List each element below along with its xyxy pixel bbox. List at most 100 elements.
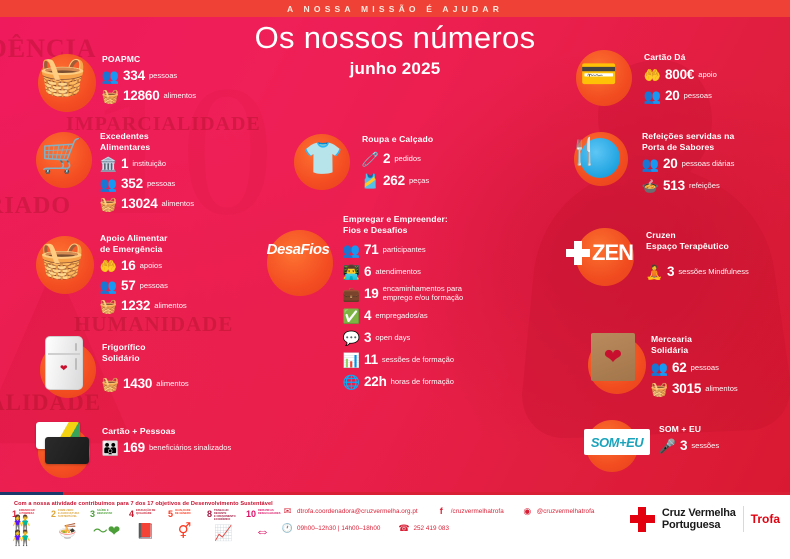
stat-value: 169: [123, 440, 145, 456]
helping-hands-icon: 🤲: [643, 67, 662, 84]
stat-value: 3015: [672, 381, 702, 397]
stat-rows: 👥 71 participantes 👨‍💻 6 atendimentos 💼 …: [343, 241, 463, 390]
fruit-basket-icon: 🧺: [39, 239, 85, 280]
stat-unit: pessoas: [690, 362, 719, 372]
stat-unit: pessoas: [683, 90, 712, 100]
stat-value: 513: [663, 178, 685, 194]
check-circle-icon: ✅: [342, 307, 361, 324]
stat-row: 📊 11 sessões de formação: [343, 351, 463, 368]
stat-row: 👥 20 pessoas diárias: [642, 155, 735, 172]
instagram-icon: ◉: [523, 506, 532, 516]
sdg-number: 4: [129, 509, 135, 519]
sdg-label: FOME ZERO E AGRICULTURA SUSTENTÁVEL: [58, 509, 80, 518]
stat-value: 13024: [121, 196, 158, 212]
footer: Com a nossa atividade contribuímos para …: [0, 492, 790, 559]
stat-row: 🧺 3015 alimentos: [651, 380, 738, 397]
card-empregar-empreender: DesaFios Empregar e Empreender: Fios e D…: [265, 214, 515, 390]
hand-holding-card-icon: 💳: [580, 58, 618, 91]
stat-rows: 🤲 16 apoios 👥 57 pessoas 🧺 1232 alimento…: [100, 257, 187, 314]
card-refeicoes-porta-sabores: 🍴 Refeições servidas na Porta de Sabores…: [558, 128, 788, 194]
sdg-label: IGUALDADE DE GÉNERO: [175, 509, 191, 515]
sdg-number: 3: [90, 509, 96, 519]
som-eu-logo: SOM+EU: [582, 418, 652, 466]
stat-unit: encaminhamentos para emprego e/ou formaç…: [382, 284, 464, 302]
helping-hands-icon: 🤲: [99, 257, 118, 274]
stat-unit: participantes: [382, 244, 426, 254]
stat-row: 👥 57 pessoas: [100, 277, 187, 294]
meditation-icon: 🧘: [645, 263, 664, 280]
picnic-basket-icon: 🧺: [39, 56, 87, 98]
stat-rows: 🤲 800€ apoio 👥 20 pessoas: [644, 67, 717, 105]
card-excedentes-alimentares: 🛒 Excedentes Alimentares 🏛️ 1 instituiçã…: [30, 128, 245, 212]
shopping-basket-icon: 🛒: [40, 137, 84, 175]
speech-person-icon: 💬: [342, 329, 361, 346]
stat-row: 🍲 513 refeições: [642, 177, 734, 194]
contact-phone[interactable]: ☎ 252 419 083: [398, 523, 449, 534]
contact-hours: 🕐 09h00–12h30 | 14h00–18h00: [282, 523, 380, 534]
stat-value: 12860: [123, 88, 160, 104]
contact-facebook[interactable]: f /cruzvermelhatrofa: [436, 506, 504, 517]
card-title: POAPMC: [102, 54, 141, 64]
stat-unit: pessoas: [139, 280, 168, 290]
stat-unit: pessoas diárias: [681, 158, 735, 168]
phone-icon: ☎: [398, 523, 410, 533]
sdg-label: EDUCAÇÃO DE QUALIDADE: [136, 509, 156, 515]
contact-email[interactable]: ✉ dtrofa.coordenadora@cruzvermelha.org.p…: [282, 506, 418, 517]
stat-row: 👥 71 participantes: [343, 241, 463, 258]
card-cruzen-espaco-terapeutico: ZEN Cruzen Espaço Terapêutico 🧘 3 sessõe…: [558, 224, 788, 286]
food-crate-icon: 🧺: [101, 375, 120, 392]
card-title: Excedentes Alimentares: [100, 131, 151, 152]
stat-value: 1: [121, 156, 129, 172]
sdg-label: TRABALHO DECENTE E CRESCIMENTO ECONÓMICO: [214, 509, 236, 521]
soup-bowl-icon: 🍲: [641, 177, 660, 194]
red-cross-icon: [629, 506, 655, 532]
stat-unit: horas de formação: [390, 376, 454, 386]
stat-value: 71: [364, 242, 379, 258]
stat-value: 16: [121, 258, 136, 274]
stat-row: 👥 352 pessoas: [100, 175, 194, 192]
stat-row: 👥 62 pessoas: [651, 359, 738, 376]
stat-unit: atendimentos: [375, 266, 421, 276]
red-cross-icon: [565, 240, 591, 266]
stat-value: 22h: [364, 374, 387, 390]
sdg-item: 8 TRABALHO DECENTE E CRESCIMENTO ECONÓMI…: [207, 509, 240, 544]
stat-unit: peças: [408, 175, 430, 185]
title-block: Os nossos números junho 2025: [0, 21, 790, 79]
food-crate-icon: 🧺: [650, 380, 669, 397]
footer-top-rule: [0, 492, 790, 495]
sdg-label: ERRADICAR A POBREZA: [19, 509, 35, 515]
desafios-logo: DesaFios: [265, 214, 339, 262]
sdg-item: 3 SAÚDE E BEM-ESTAR 〜❤: [90, 509, 123, 544]
stat-rows: 🏛️ 1 instituição 👥 352 pessoas 🧺 13024 a…: [100, 155, 194, 212]
people-icon: 👥: [99, 277, 118, 294]
stat-value: 352: [121, 176, 143, 192]
clock-icon: 🕐: [281, 523, 294, 533]
stat-value: 2: [383, 151, 391, 167]
stat-unit: refeições: [688, 180, 720, 190]
sdg-label: SAÚDE E BEM-ESTAR: [97, 509, 113, 515]
stat-value: 57: [121, 278, 136, 294]
grocery-bag-icon: ❤: [582, 326, 644, 388]
stat-value: 1232: [121, 298, 151, 314]
stat-row: 🧺 12860 alimentos: [102, 88, 196, 105]
card-roupa-calcado: 👕 Roupa e Calçado 🧷 2 pedidos 🎽 262 peça…: [292, 128, 522, 190]
contact-instagram[interactable]: ◉ @cruzvermelhatrofa: [522, 506, 595, 517]
contact-text: @cruzvermelhatrofa: [536, 508, 595, 515]
stat-row: 👨‍💻 6 atendimentos: [343, 263, 463, 280]
stat-row: 🤲 16 apoios: [100, 257, 187, 274]
card-apoio-alimentar-emergencia: 🧺 Apoio Alimentar de Emergência 🤲 16 apo…: [30, 230, 245, 314]
stat-rows: 🎤 3 sessões: [659, 438, 719, 455]
stat-row: 🎽 262 peças: [362, 173, 433, 190]
stat-rows: 🧷 2 pedidos 🎽 262 peças: [362, 151, 433, 190]
brand-city: Trofa: [750, 512, 780, 526]
card-title: Cartão + Pessoas: [102, 426, 176, 436]
brand-name: Cruz Vermelha Portuguesa: [662, 507, 736, 532]
stat-row: ✅ 4 empregados/as: [343, 307, 463, 324]
card-mercearia-solidaria: ❤ Mercearia Solidária 👥 62 pessoas 🧺 301…: [582, 326, 790, 397]
stat-row: 🧷 2 pedidos: [362, 151, 433, 168]
sdg-item: 5 IGUALDADE DE GÉNERO ⚥: [168, 509, 201, 544]
card-cartao-mais-pessoas: Cartão + Pessoas 👪 169 beneficiários sin…: [34, 420, 274, 478]
stat-unit: empregados/as: [375, 310, 428, 320]
sdg-number: 1: [12, 509, 18, 519]
